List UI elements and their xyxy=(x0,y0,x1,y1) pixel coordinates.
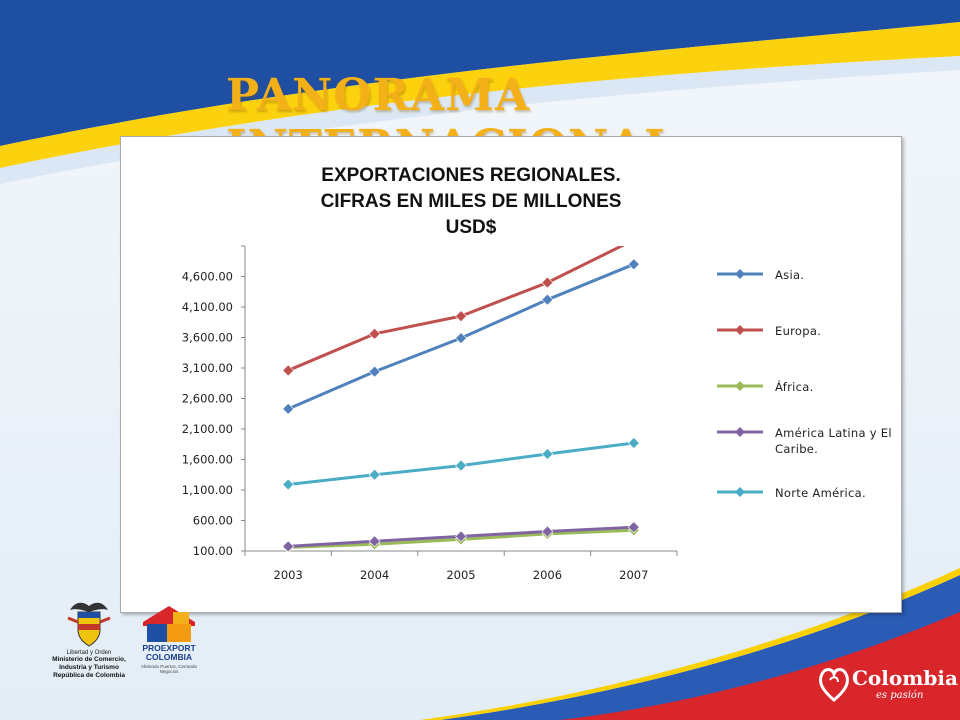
line-chart: 100.00 600.00 1,100.00 1,600.00 2,100.00 2,60… xyxy=(182,234,678,582)
proexport-logo: PROEXPORT COLOMBIA Abriendo Puertos, Cer… xyxy=(132,604,206,674)
data-point xyxy=(282,478,295,491)
legend-item: Norte América. xyxy=(717,485,903,501)
data-point xyxy=(541,525,554,538)
legend-marker xyxy=(735,269,745,279)
y-tick-label: 100.00 xyxy=(193,544,233,558)
series-line xyxy=(287,246,625,372)
legend-item: Europa. xyxy=(717,323,903,339)
x-tick-label: 2003 xyxy=(274,568,303,582)
x-tick-label: 2004 xyxy=(360,568,389,582)
data-point xyxy=(282,364,295,377)
legend-label: Europa. xyxy=(775,324,822,338)
y-tick-label: 2,600.00 xyxy=(182,392,233,406)
legend-label: África. xyxy=(775,380,814,394)
data-point xyxy=(368,468,381,481)
data-point xyxy=(627,521,640,534)
y-tick-label: 1,100.00 xyxy=(182,483,233,497)
proexport-name-line-2: COLOMBIA xyxy=(145,652,193,662)
x-tick-label: 2005 xyxy=(446,568,475,582)
legend-swatch xyxy=(717,381,763,391)
data-point xyxy=(541,448,554,460)
data-point xyxy=(368,365,381,378)
data-point xyxy=(455,332,467,345)
y-tick-label: 3,100.00 xyxy=(182,361,233,375)
proexport-name-line-1: PROEXPORT xyxy=(142,643,196,653)
data-point xyxy=(455,530,467,543)
colombia-brand-logo: Colombia es pasión xyxy=(812,656,958,710)
ministry-slogan: Libertad y Orden xyxy=(66,650,112,656)
ministry-name-line-2: Industria y Turismo xyxy=(59,664,119,671)
series-0 xyxy=(282,258,640,415)
data-point xyxy=(282,540,295,553)
legend-marker xyxy=(735,381,745,391)
chart-area: EXPORTACIONES REGIONALES. CIFRAS EN MILE… xyxy=(120,136,902,613)
legend-label: Asia. xyxy=(775,268,805,282)
legend-marker xyxy=(735,487,745,497)
legend-item: América Latina y El Caribe. xyxy=(717,425,903,457)
top-yellow-band xyxy=(0,22,960,168)
x-tick-label: 2007 xyxy=(619,568,648,582)
legend-swatch xyxy=(717,269,763,279)
series-1 xyxy=(282,234,639,377)
series-4 xyxy=(282,437,640,491)
ministry-logo: Libertad y Orden Ministerio de Comercio,… xyxy=(48,596,130,680)
colombia-brand-name: Colombia xyxy=(852,666,958,690)
bottom-red-band xyxy=(560,612,960,720)
data-point xyxy=(282,402,295,415)
data-point xyxy=(368,327,381,340)
legend-swatch xyxy=(717,427,763,437)
legend-item: África. xyxy=(717,379,903,395)
chart-title-line-1: EXPORTACIONES REGIONALES. xyxy=(321,165,621,186)
y-tick-label: 1,600.00 xyxy=(182,453,233,467)
x-tick-label: 2006 xyxy=(533,568,562,582)
top-light-band xyxy=(0,56,960,184)
data-point xyxy=(627,437,640,449)
legend-marker xyxy=(735,427,745,437)
legend-swatch xyxy=(717,487,763,497)
ministry-name-line-1: Ministerio de Comercio, xyxy=(52,656,126,663)
data-point xyxy=(455,459,467,472)
y-tick-label: 3,600.00 xyxy=(182,331,233,345)
legend-marker xyxy=(735,325,745,335)
ministry-name-line-3: República de Colombia xyxy=(53,672,125,679)
y-tick-label: 600.00 xyxy=(193,514,233,528)
chart-title: EXPORTACIONES REGIONALES. CIFRAS EN MILE… xyxy=(271,163,671,241)
legend-item: Asia. xyxy=(717,267,903,283)
data-point xyxy=(627,258,640,271)
coat-of-arms-icon xyxy=(67,602,111,647)
data-point xyxy=(541,293,554,306)
heart-swirl-icon xyxy=(819,668,849,702)
data-point xyxy=(368,535,381,548)
y-tick-label: 2,100.00 xyxy=(182,422,233,436)
proexport-tagline: Abriendo Puertos, Cerrando Negocios xyxy=(140,664,198,674)
y-tick-label: 4,600.00 xyxy=(182,270,233,284)
data-point xyxy=(455,310,467,323)
legend-label: América Latina y El Caribe. xyxy=(775,426,892,456)
colombia-brand-tagline: es pasión xyxy=(876,690,924,701)
series-3 xyxy=(282,521,640,553)
chart-title-line-2: CIFRAS EN MILES DE MILLONES xyxy=(320,191,622,212)
legend-label: Norte América. xyxy=(775,486,866,500)
legend-swatch xyxy=(717,325,763,335)
y-tick-label: 4,100.00 xyxy=(182,300,233,314)
chart-title-line-3: USD$ xyxy=(445,217,497,238)
data-point xyxy=(541,276,554,289)
proexport-house-icon xyxy=(143,606,195,642)
top-blue-band xyxy=(0,0,960,146)
data-point xyxy=(628,234,639,245)
